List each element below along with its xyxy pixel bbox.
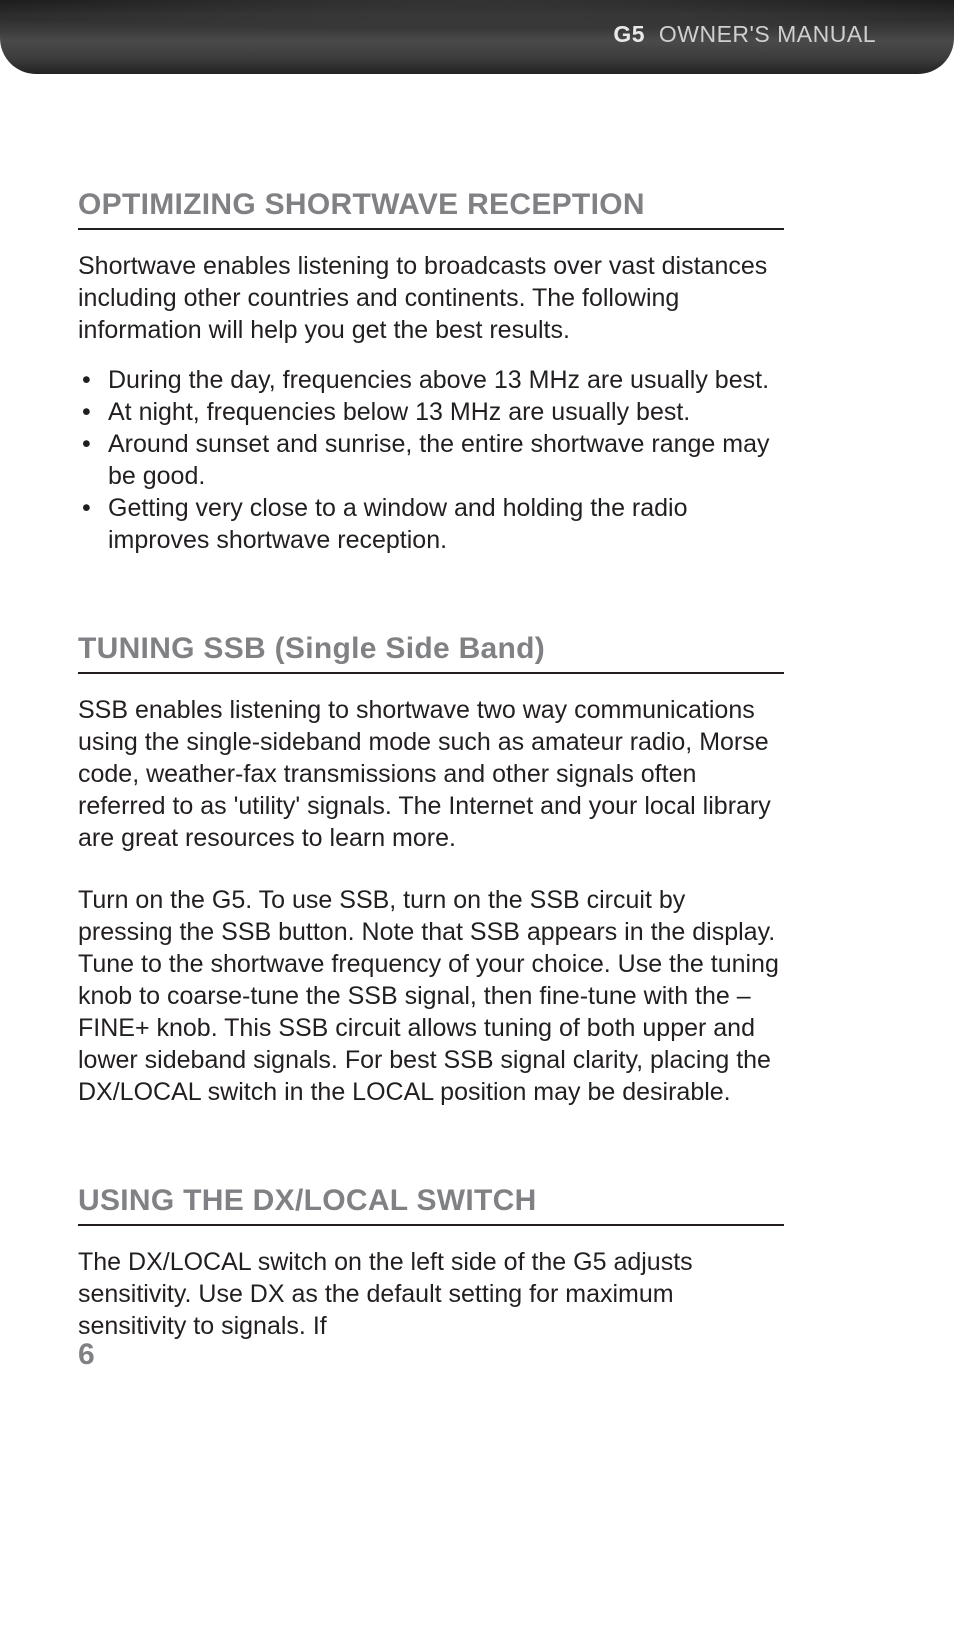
list-item: Getting very close to a window and holdi… [78,492,784,556]
bullet-list: During the day, frequencies above 13 MHz… [78,364,784,556]
header-title: G5 OWNER'S MANUAL [613,21,876,48]
page-content: OPTIMIZING SHORTWAVE RECEPTION Shortwave… [78,188,784,1342]
list-item: At night, frequencies below 13 MHz are u… [78,396,784,428]
body-paragraph: The DX/LOCAL switch on the left side of … [78,1246,784,1342]
doc-type: OWNER'S MANUAL [652,21,876,47]
section-heading-optimizing-shortwave: OPTIMIZING SHORTWAVE RECEPTION [78,188,784,230]
section-heading-tuning-ssb: TUNING SSB (Single Side Band) [78,632,784,674]
list-item: During the day, frequencies above 13 MHz… [78,364,784,396]
section-intro: Shortwave enables listening to broadcast… [78,250,784,346]
body-paragraph: SSB enables listening to shortwave two w… [78,694,784,854]
page-number: 6 [78,1338,95,1372]
list-item: Around sunset and sunrise, the entire sh… [78,428,784,492]
header-band: G5 OWNER'S MANUAL [0,0,954,74]
body-paragraph: Turn on the G5. To use SSB, turn on the … [78,884,784,1108]
section-heading-dx-local: USING THE DX/LOCAL SWITCH [78,1184,784,1226]
product-code: G5 [613,21,645,47]
